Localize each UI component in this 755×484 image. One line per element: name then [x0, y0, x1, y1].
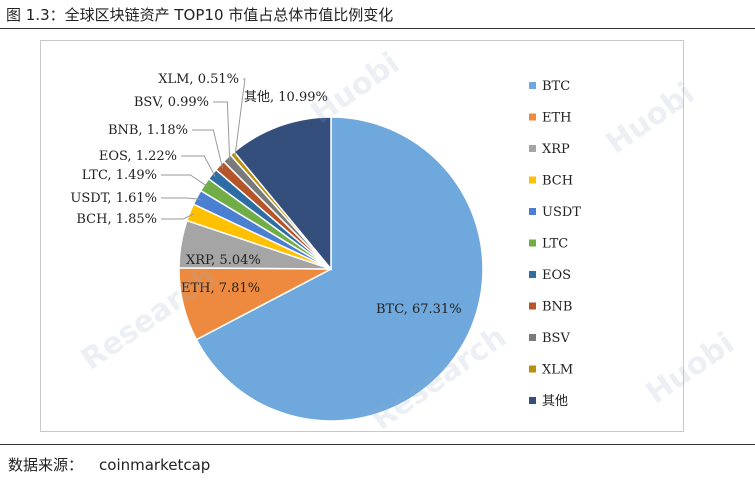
leader-lines: [161, 78, 246, 220]
data-label-bnb: BNB, 1.18%: [108, 123, 188, 138]
legend-label-eos: EOS: [542, 268, 571, 283]
legend-label-bsv: BSV: [542, 331, 570, 346]
data-label-xrp: XRP, 5.04%: [186, 253, 261, 268]
leader-line-xlm: [234, 78, 246, 157]
chart-frame: BTC, 67.31% ETH, 7.81% XRP, 5.04% BCH, 1.85…: [40, 40, 741, 438]
legend-swatch-ltc: [529, 239, 536, 247]
legend-label-xrp: XRP: [542, 142, 570, 157]
data-label-bch: BCH, 1.85%: [76, 212, 157, 227]
leader-line-eos: [181, 155, 216, 177]
legend-swatch-xrp: [529, 145, 536, 152]
legend-swatch-xlm: [529, 365, 536, 373]
leader-line-bsv: [213, 101, 231, 162]
legend-label-btc: BTC: [542, 79, 570, 94]
figure-title: 图 1.3：全球区块链资产 TOP10 市值占总体市值比例变化: [6, 6, 394, 24]
legend-label-bch: BCH: [542, 174, 573, 189]
leader-line-bch: [161, 213, 194, 220]
legend-label-usdt: USDT: [542, 205, 581, 220]
legend-swatch-btc: [529, 82, 536, 89]
data-labels: BTC, 67.31% ETH, 7.81% XRP, 5.04% BCH, 1.85…: [70, 72, 461, 317]
legend-swatch-bnb: [529, 302, 536, 310]
legend: BTC ETH XRP BCH USDT LTC EOS BNB BSV XLM 其他: [529, 79, 581, 409]
pie-slice-btc: [195, 116, 484, 422]
leader-line-usdt: [161, 197, 201, 200]
leader-line-ltc: [161, 174, 209, 188]
source-divider: [0, 444, 755, 445]
data-label-ltc: LTC, 1.49%: [82, 168, 157, 183]
legend-swatch-other: [529, 397, 536, 404]
data-label-bsv: BSV, 0.99%: [134, 95, 209, 110]
legend-swatch-usdt: [529, 208, 536, 215]
data-label-eos: EOS, 1.22%: [99, 149, 177, 164]
legend-label-other: 其他: [542, 394, 568, 409]
legend-swatch-eos: [529, 271, 536, 278]
source-value: coinmarketcap: [99, 456, 211, 474]
pie-chart: BTC, 67.31% ETH, 7.81% XRP, 5.04% BCH, 1.85…: [70, 72, 581, 422]
legend-label-ltc: LTC: [542, 237, 568, 252]
pie-slice-other: [233, 116, 332, 272]
legend-label-bnb: BNB: [542, 300, 572, 315]
data-label-xlm: XLM, 0.51%: [158, 72, 239, 87]
data-label-btc: BTC, 67.31%: [376, 302, 462, 317]
legend-swatch-eth: [529, 113, 536, 121]
legend-label-eth: ETH: [542, 111, 572, 126]
data-label-other: 其他, 10.99%: [244, 90, 328, 105]
title-divider: [0, 28, 755, 29]
data-label-usdt: USDT, 1.61%: [70, 191, 157, 206]
pie-slices: [178, 116, 484, 422]
leader-line-bnb: [192, 129, 224, 169]
legend-swatch-bsv: [529, 334, 536, 341]
source-line: 数据来源： coinmarketcap: [8, 454, 210, 475]
source-label: 数据来源：: [8, 456, 84, 474]
legend-swatch-bch: [529, 176, 536, 184]
legend-label-xlm: XLM: [542, 363, 573, 378]
data-label-eth: ETH, 7.81%: [181, 281, 260, 296]
